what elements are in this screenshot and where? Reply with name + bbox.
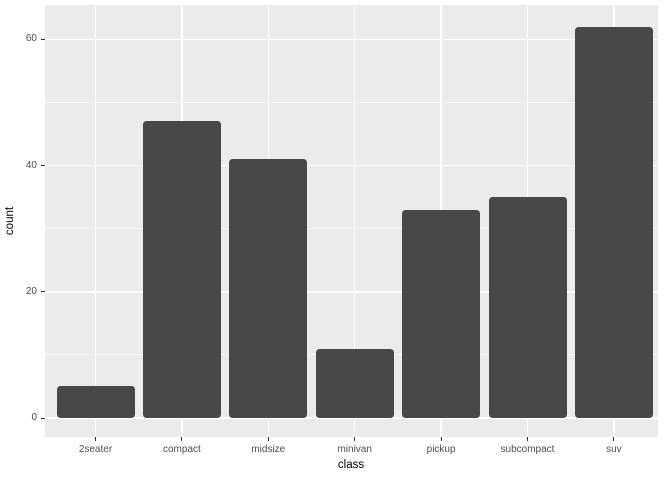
- x-tick-mark-suv: [613, 437, 615, 441]
- bar-compact: [142, 121, 221, 418]
- bar-suv: [574, 26, 653, 418]
- gridline-minor-50: [45, 102, 658, 103]
- y-tick-mark-20: [41, 291, 45, 293]
- y-tick-label-0: 0: [31, 412, 37, 423]
- bar-pickup: [402, 209, 481, 418]
- x-tick-label-midsize: midsize: [251, 444, 286, 455]
- y-tick-mark-60: [41, 38, 45, 40]
- gridline-major-0: [45, 417, 658, 419]
- gridline-major-20: [45, 291, 658, 293]
- x-tick-label-compact: compact: [162, 444, 201, 455]
- x-tick-label-minivan: minivan: [337, 444, 372, 455]
- y-tick-mark-0: [41, 417, 45, 419]
- bar-midsize: [229, 159, 308, 418]
- gridline-vertical-minivan: [353, 5, 356, 437]
- gridline-minor-30: [45, 228, 658, 230]
- gridline-vertical-2seater: [94, 5, 97, 437]
- y-tick-label-60: 60: [25, 33, 37, 45]
- y-axis-title: count: [4, 206, 16, 236]
- y-tick-label-20: 20: [25, 285, 37, 297]
- x-tick-label-pickup: pickup: [426, 444, 456, 455]
- y-tick-label-40: 40: [25, 159, 37, 171]
- x-tick-mark-midsize: [267, 437, 269, 441]
- x-tick-mark-compact: [181, 437, 183, 441]
- plot-panel: [45, 5, 658, 437]
- bar-2seater: [56, 386, 135, 418]
- x-tick-mark-subcompact: [527, 437, 528, 441]
- x-tick-label-2seater: 2seater: [78, 444, 113, 455]
- x-axis-title: class: [337, 459, 365, 471]
- x-tick-label-subcompact: subcompact: [500, 444, 555, 455]
- x-tick-mark-2seater: [95, 437, 96, 441]
- gridline-major-40: [45, 164, 658, 167]
- gridline-major-60: [45, 38, 658, 41]
- bar-subcompact: [488, 197, 567, 418]
- x-tick-mark-minivan: [354, 437, 356, 441]
- y-tick-mark-40: [41, 165, 45, 167]
- bar-minivan: [315, 348, 394, 418]
- x-tick-mark-pickup: [440, 437, 442, 441]
- x-tick-label-suv: suv: [606, 444, 622, 455]
